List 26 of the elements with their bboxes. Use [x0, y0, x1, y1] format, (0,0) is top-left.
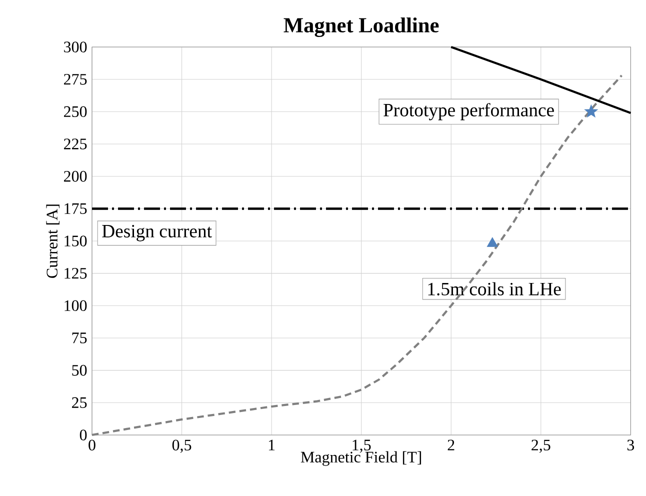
x-tick-label: 1: [268, 440, 275, 450]
y-tick-label: 125: [64, 268, 87, 279]
y-tick-label: 100: [64, 300, 87, 312]
x-tick-label: 3: [627, 440, 634, 450]
x-tick-label: 0: [88, 440, 96, 450]
ref-line-label: Design current: [102, 224, 212, 242]
annotation: 1.5m coils in LHe: [428, 282, 561, 296]
y-tick-label: 50: [72, 364, 87, 376]
y-tick-label: 150: [64, 236, 87, 246]
y-axis-title: Current [A]: [46, 204, 60, 278]
y-tick-label: 300: [64, 42, 87, 52]
y-tick-label: 225: [64, 138, 87, 150]
y-tick-label: 200: [64, 170, 87, 182]
x-tick-label: 1,5: [352, 440, 371, 453]
y-tick-label: 175: [64, 203, 87, 214]
y-tick-label: 25: [72, 397, 87, 408]
y-tick-label: 275: [64, 74, 87, 85]
y-tick-label: 0: [80, 430, 87, 440]
x-tick-label: 0,5: [172, 440, 192, 453]
y-tick-label: 250: [64, 106, 87, 118]
chart-title: Magnet Loadline: [284, 17, 439, 37]
x-axis-title: Magnetic Field [T]: [300, 451, 422, 466]
annotation: Prototype performance: [384, 103, 554, 120]
y-tick-label: 75: [72, 332, 87, 344]
x-tick-label: 2: [448, 440, 454, 450]
x-tick-label: 2,5: [532, 440, 550, 453]
